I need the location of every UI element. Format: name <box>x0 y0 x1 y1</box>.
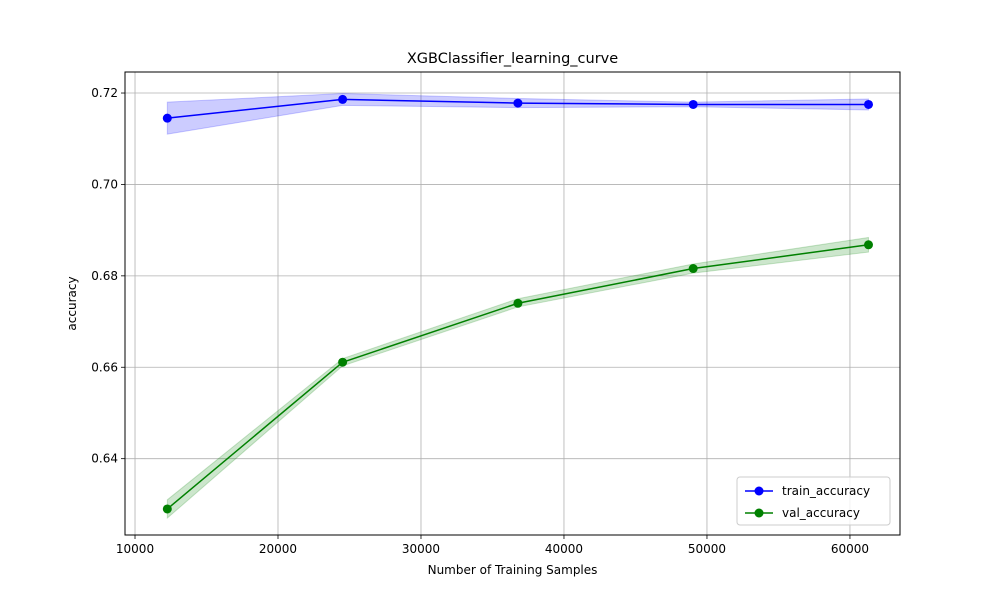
val_accuracy-point <box>162 504 172 514</box>
x-tick-label: 10000 <box>116 542 154 556</box>
train_accuracy-point <box>162 113 172 123</box>
legend: train_accuracy val_accuracy <box>736 476 891 526</box>
grid-lines <box>125 72 900 535</box>
train_accuracy-point <box>513 98 523 108</box>
x-tick-label: 50000 <box>688 542 726 556</box>
legend-label-train_accuracy: train_accuracy <box>782 484 870 498</box>
x-tick-label: 60000 <box>831 542 869 556</box>
y-tick-label: 0.64 <box>91 452 118 466</box>
axis-ticks: 10000 20000 30000 40000 50000 60000 0.64 0.66 0.… <box>91 86 869 556</box>
legend-label-val_accuracy: val_accuracy <box>782 506 860 520</box>
val_accuracy-point <box>863 240 873 250</box>
x-tick-label: 40000 <box>545 542 583 556</box>
x-axis-title: Number of Training Samples <box>428 563 598 577</box>
y-tick-label: 0.72 <box>91 86 118 100</box>
val_accuracy-point <box>688 264 698 274</box>
y-tick-label: 0.68 <box>91 269 118 283</box>
train_accuracy-point <box>688 99 698 109</box>
x-tick-label: 20000 <box>259 542 297 556</box>
plot-frame <box>124 71 901 536</box>
legend-marker-train_accuracy <box>754 486 764 496</box>
y-axis-title: accuracy <box>65 276 79 330</box>
series-points <box>162 94 873 514</box>
train_accuracy-point <box>338 94 348 104</box>
val_accuracy-band <box>166 236 869 520</box>
chart-title: XGBClassifier_learning_curve <box>407 51 618 67</box>
legend-box <box>736 476 891 526</box>
y-tick-label: 0.66 <box>91 360 118 374</box>
legend-marker-val_accuracy <box>754 508 764 518</box>
x-tick-label: 30000 <box>402 542 440 556</box>
val_accuracy-point <box>513 298 523 308</box>
train_accuracy-point <box>863 99 873 109</box>
val_accuracy-point <box>338 357 348 367</box>
y-tick-label: 0.70 <box>91 177 118 191</box>
